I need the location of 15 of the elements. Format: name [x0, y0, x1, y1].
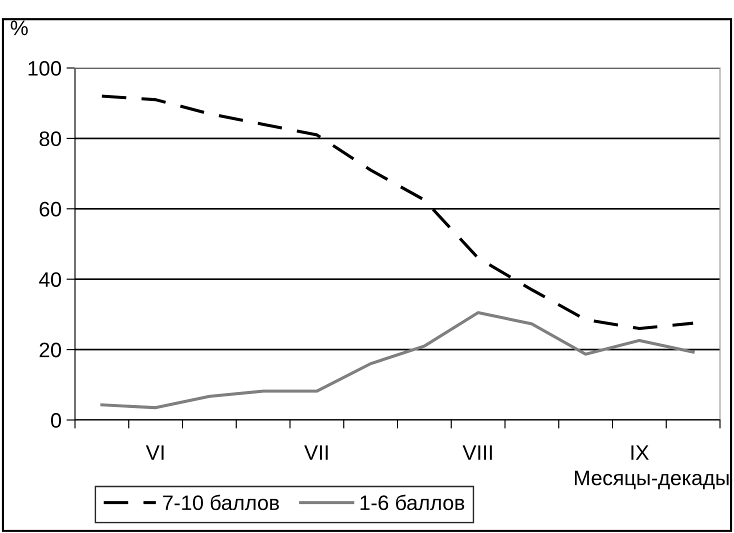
line-series [100, 311, 695, 410]
y-tick-label: 0 [51, 413, 61, 428]
y-tick-label: 40 [39, 272, 61, 287]
y-tick-label: 100 [28, 61, 61, 76]
y-tick-label: 60 [40, 202, 61, 217]
y-tick-label: 80 [40, 131, 61, 146]
legend-label: 7-10 баллов [163, 494, 279, 510]
x-tick-label: VII [304, 445, 328, 460]
x-axis-title: Месяцы-декады [574, 470, 729, 490]
x-tick-label: VIII [462, 445, 492, 460]
legend-label: 1-6 баллов [360, 494, 464, 510]
y-tick-label: 20 [40, 342, 61, 358]
y-axis-title: % [10, 20, 28, 36]
x-tick-label: IX [631, 445, 649, 460]
x-tick-label: VI [146, 445, 164, 460]
